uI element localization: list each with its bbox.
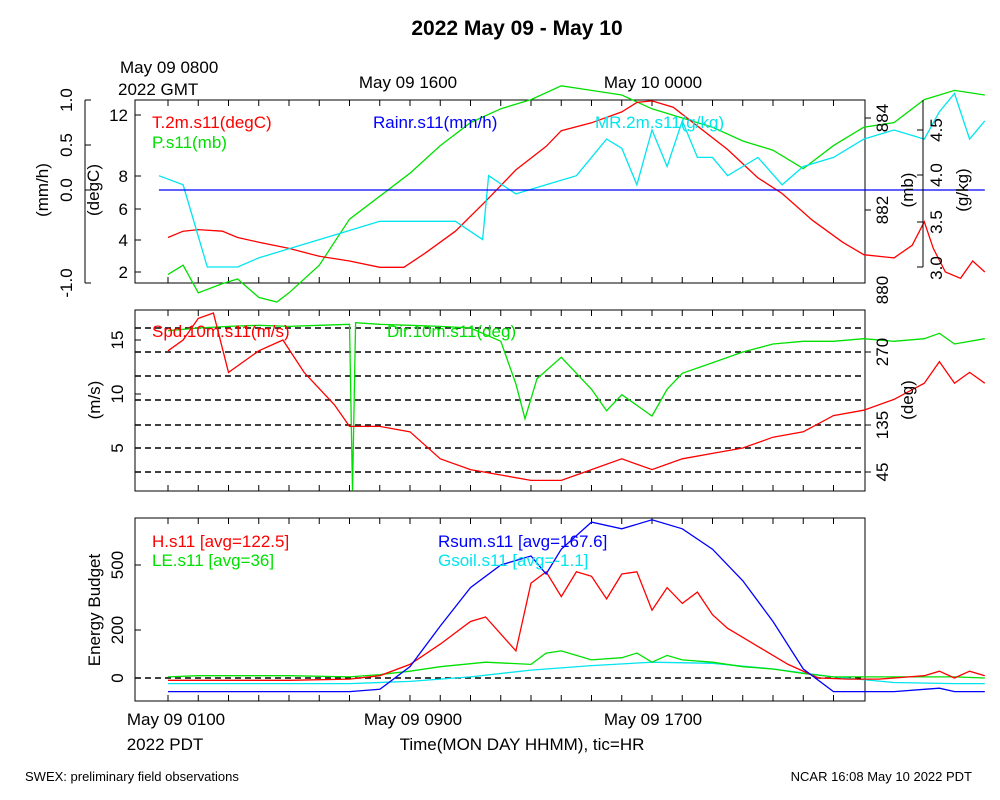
tick-eb-500: 500 (108, 551, 127, 579)
series-line-mixing-ratio (158, 92, 986, 268)
reference-dashed-lines (135, 327, 865, 679)
ylabel-ms: (m/s) (85, 381, 104, 420)
tick-gkg-35: 3.5 (927, 210, 946, 234)
tick-ms-5: 5 (108, 443, 127, 452)
series-line-pressure (167, 85, 985, 303)
ylabel-mmh: (mm/h) (33, 163, 52, 217)
tick-gkg-40: 4.0 (927, 163, 946, 187)
top-time-mid: May 09 1600 (359, 73, 457, 92)
tick-ms-10: 10 (108, 385, 127, 404)
top-time-start-line1: May 09 0800 (120, 58, 218, 77)
tick-mmh-3: 0.0 (57, 178, 76, 202)
tick-mmh-4: -1.0 (57, 268, 76, 297)
ylabel-degc: (degC) (84, 164, 103, 216)
tick-eb-0: 0 (108, 673, 127, 682)
bottom-time-start-line2: 2022 PDT (127, 735, 204, 754)
tick-mb-884: 884 (873, 104, 892, 132)
tick-mmh-1: 1.0 (57, 88, 76, 112)
bottom-time-end: May 09 1700 (604, 710, 702, 729)
legend-h: H.s11 [avg=122.5] (152, 532, 289, 551)
panel-2-axes: 15 10 5 (m/s) 270 135 45 (deg) (85, 331, 917, 482)
ylabel-gkg: (g/kg) (953, 168, 972, 211)
tick-degc-12: 12 (109, 106, 128, 125)
bottom-time-mid: May 09 0900 (364, 710, 462, 729)
panel-3-frame (134, 517, 866, 702)
tick-mb-880: 880 (873, 276, 892, 304)
series-line-wind-direction (167, 322, 985, 491)
panel-3-axes: 500 200 0 Energy Budget (85, 551, 141, 683)
series-line-le (167, 650, 985, 679)
tick-gkg-30: 3.0 (927, 256, 946, 280)
series-line-h (168, 570, 985, 681)
legend-le: LE.s11 [avg=36] (152, 551, 274, 570)
legend-mr: MR.2m.s11(g/kg) (595, 113, 724, 132)
panel-1-right-axes: 884 882 880 (mb) 4.5 4.0 3.5 3.0 (g/kg) (865, 100, 972, 304)
time-ticks (167, 100, 834, 701)
legend-rain: Rainr.s11(mm/h) (373, 113, 497, 132)
tick-deg-270: 270 (873, 338, 892, 366)
legend-temp: T.2m.s11(degC) (152, 113, 272, 132)
tick-degc-8: 8 (119, 167, 128, 186)
footer-right: NCAR 16:08 May 10 2022 PDT (791, 769, 972, 784)
series-line-rsum (168, 519, 985, 693)
legend-spd: Spd.10m.s11(m/s) (152, 322, 290, 341)
tick-deg-135: 135 (873, 411, 892, 439)
tick-deg-45: 45 (873, 463, 892, 482)
ylabel-deg: (deg) (898, 380, 917, 420)
top-time-start-line2: 2022 GMT (118, 80, 198, 99)
tick-degc-6: 6 (119, 200, 128, 219)
panel-1-frame (134, 99, 866, 284)
series-line-gsoil (168, 661, 985, 685)
legend-pres: P.s11(mb) (152, 133, 227, 152)
chart-title: 2022 May 09 - May 10 (411, 17, 622, 40)
panel-1-left-axes: 1.0 0.5 0.0 -1.0 (mm/h) 12 8 6 4 2 (degC… (33, 88, 141, 298)
tick-mmh-2: 0.5 (57, 133, 76, 157)
tick-mb-882: 882 (873, 196, 892, 224)
tick-ms-15: 15 (108, 331, 127, 350)
ylabel-energy-budget: Energy Budget (85, 553, 104, 666)
legend-gsoil: Gsoil.s11 [avg=-1.1] (438, 551, 588, 570)
series-lines (158, 85, 986, 693)
footer-left: SWEX: preliminary field observations (25, 769, 239, 784)
tick-gkg-45: 4.5 (927, 118, 946, 142)
x-axis-label: Time(MON DAY HHMM), tic=HR (400, 735, 645, 754)
ylabel-mb: (mb) (898, 173, 917, 208)
tick-eb-200: 200 (108, 616, 127, 644)
legend-dir: Dir.10m.s11(deg) (387, 322, 516, 341)
top-time-end: May 10 0000 (604, 73, 702, 92)
tick-degc-4: 4 (119, 231, 128, 250)
series-line-wind-speed (167, 312, 986, 482)
legend-rsum: Rsum.s11 [avg=167.6] (438, 532, 607, 551)
tick-degc-2: 2 (119, 263, 128, 282)
bottom-time-start-line1: May 09 0100 (127, 710, 225, 729)
